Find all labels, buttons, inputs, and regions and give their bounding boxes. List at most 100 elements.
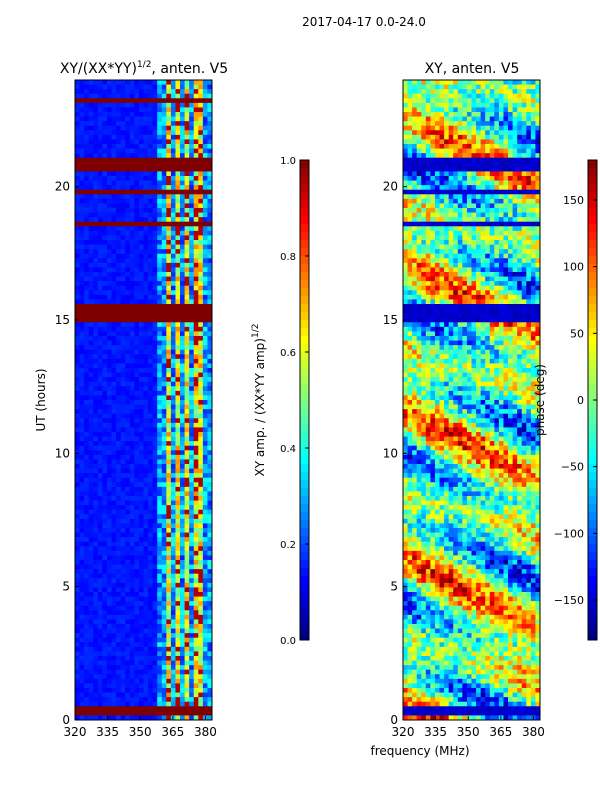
- heatmap-cell: [152, 715, 158, 721]
- heatmap-cell: [111, 139, 117, 145]
- heatmap-cell: [79, 116, 85, 122]
- heatmap-cell: [120, 262, 126, 268]
- heatmap-cell: [148, 148, 154, 154]
- heatmap-cell: [202, 372, 208, 378]
- heatmap-cell: [170, 546, 176, 552]
- heatmap-cell: [180, 619, 185, 625]
- heatmap-cell: [106, 93, 112, 99]
- heatmap-cell: [157, 208, 163, 213]
- heatmap-cell: [202, 317, 208, 323]
- heatmap-cell: [180, 148, 185, 154]
- heatmap-cell: [476, 139, 482, 145]
- heatmap-cell: [88, 669, 94, 675]
- heatmap-cell: [180, 491, 185, 497]
- amplitude-colorbar-gradient: [300, 160, 309, 641]
- heatmap-cell: [116, 93, 122, 99]
- heatmap-cell: [489, 89, 495, 95]
- heatmap-cell: [134, 377, 140, 383]
- heatmap-cell: [106, 459, 112, 465]
- heatmap-cell: [79, 528, 85, 533]
- heatmap-cell: [161, 240, 167, 245]
- heatmap-cell: [175, 276, 181, 282]
- heatmap-cell: [84, 715, 90, 721]
- heatmap-cell: [125, 336, 131, 341]
- heatmap-cell: [148, 98, 154, 104]
- heatmap-cell: [143, 619, 149, 625]
- heatmap-cell: [84, 646, 90, 652]
- heatmap-cell: [462, 171, 468, 177]
- heatmap-cell: [138, 395, 144, 401]
- heatmap-cell: [120, 294, 126, 300]
- heatmap-cell: [143, 473, 149, 479]
- heatmap-cell: [143, 468, 149, 474]
- heatmap-cell: [111, 358, 117, 364]
- heatmap-cell: [79, 450, 85, 456]
- heatmap-cell: [193, 134, 199, 140]
- heatmap-cell: [202, 660, 208, 666]
- heatmap-cell: [175, 665, 181, 671]
- heatmap-cell: [170, 569, 176, 575]
- heatmap-cell: [88, 208, 94, 213]
- heatmap-cell: [129, 349, 135, 355]
- heatmap-cell: [75, 276, 80, 282]
- heatmap-cell: [170, 560, 176, 565]
- heatmap-cell: [180, 212, 185, 218]
- heatmap-cell: [448, 157, 454, 163]
- heatmap-cell: [425, 80, 431, 85]
- heatmap-cell: [97, 482, 103, 488]
- heatmap-cell: [84, 308, 90, 314]
- heatmap-cell: [88, 678, 94, 684]
- heatmap-cell: [120, 445, 126, 451]
- heatmap-cell: [138, 162, 144, 168]
- heatmap-cell: [97, 372, 103, 378]
- heatmap-cell: [166, 217, 172, 223]
- heatmap-cell: [207, 203, 213, 209]
- heatmap-cell: [198, 134, 204, 140]
- heatmap-cell: [202, 313, 208, 319]
- heatmap-cell: [93, 468, 99, 474]
- heatmap-cell: [75, 381, 80, 387]
- heatmap-cell: [84, 336, 90, 341]
- heatmap-cell: [530, 180, 536, 186]
- heatmap-cell: [439, 121, 445, 127]
- heatmap-cell: [148, 121, 154, 127]
- heatmap-cell: [129, 116, 135, 122]
- heatmap-cell: [161, 432, 167, 437]
- heatmap-cell: [508, 84, 513, 90]
- colorbar-segment: [300, 168, 309, 177]
- heatmap-cell: [138, 441, 144, 447]
- heatmap-cell: [148, 208, 154, 213]
- heatmap-cell: [134, 112, 140, 117]
- heatmap-cell: [476, 171, 482, 177]
- heatmap-cell: [93, 683, 99, 689]
- heatmap-cell: [471, 93, 477, 99]
- colorbar-segment: [300, 560, 309, 569]
- heatmap-cell: [170, 477, 176, 483]
- heatmap-cell: [120, 208, 126, 213]
- heatmap-cell: [102, 107, 108, 113]
- heatmap-cell: [134, 582, 140, 588]
- heatmap-cell: [416, 139, 422, 145]
- heatmap-cell: [152, 454, 158, 460]
- heatmap-cell: [184, 605, 190, 611]
- heatmap-cell: [152, 166, 158, 172]
- heatmap-cell: [116, 235, 122, 241]
- heatmap-cell: [198, 683, 204, 689]
- heatmap-cell: [175, 578, 181, 584]
- heatmap-cell: [134, 692, 140, 698]
- heatmap-cell: [138, 505, 144, 511]
- heatmap-cell: [161, 578, 167, 584]
- heatmap-cell: [88, 409, 94, 415]
- heatmap-cell: [161, 537, 167, 543]
- heatmap-cell: [134, 240, 140, 245]
- heatmap-cell: [93, 706, 99, 712]
- heatmap-cell: [102, 546, 108, 552]
- heatmap-cell: [175, 624, 181, 629]
- heatmap-cell: [102, 491, 108, 497]
- heatmap-cell: [116, 162, 122, 168]
- heatmap-cell: [189, 322, 195, 328]
- heatmap-cell: [184, 464, 190, 469]
- heatmap-cell: [193, 98, 199, 104]
- heatmap-cell: [148, 194, 154, 200]
- heatmap-cell: [143, 112, 149, 117]
